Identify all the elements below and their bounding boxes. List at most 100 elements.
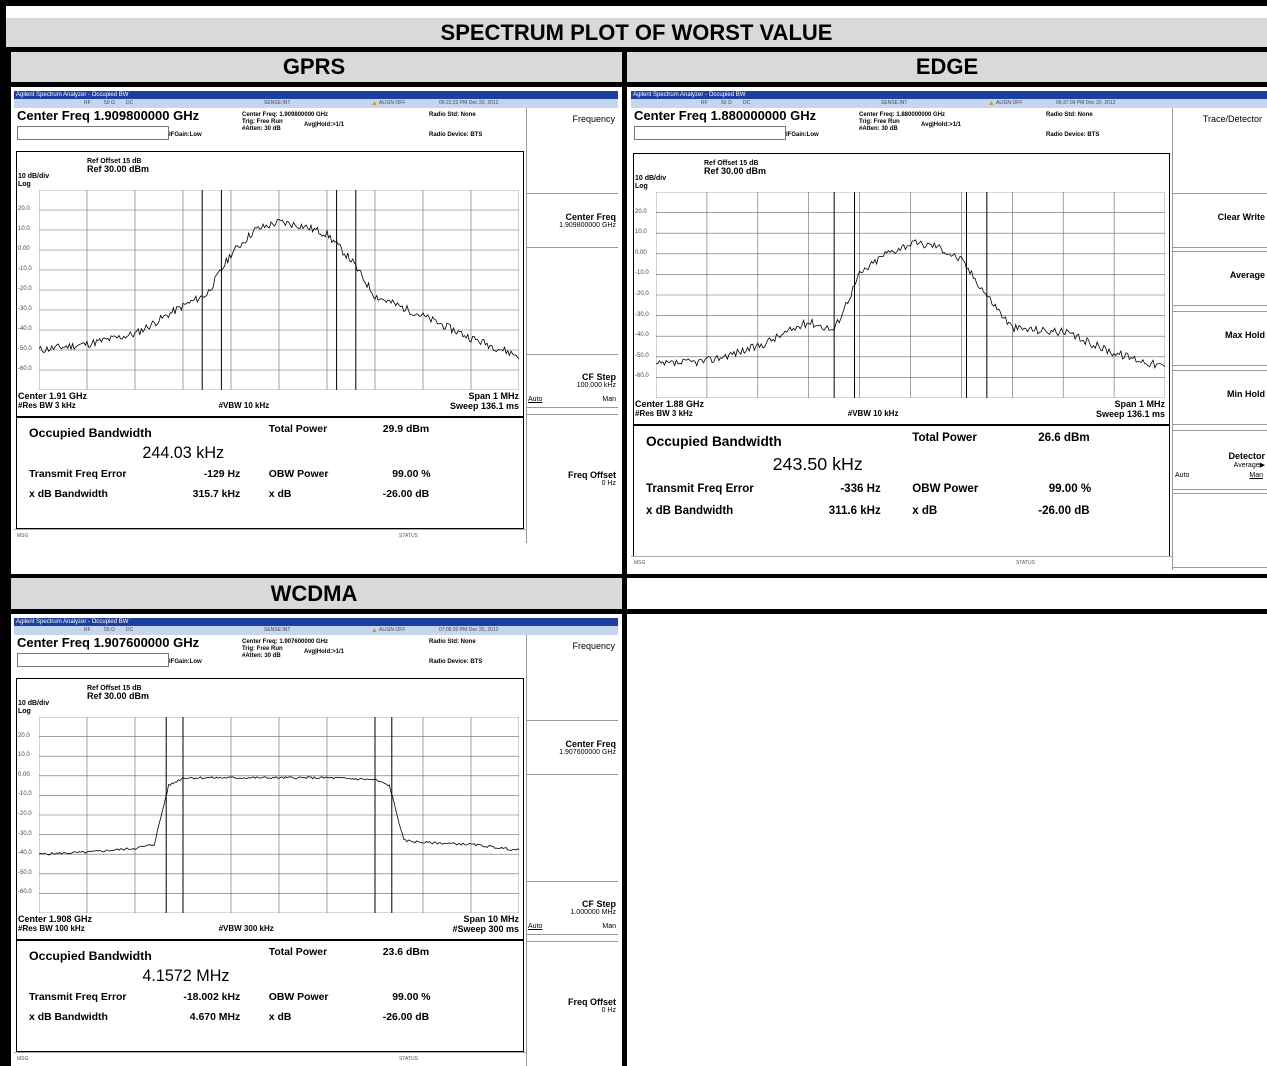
sense-label: SENSE:INT <box>264 100 291 106</box>
freq-offset-softkey-value: 0 Hz <box>601 480 616 487</box>
total-power-value: 29.9 dBm <box>382 423 430 435</box>
radio-std-label: Radio Std: None <box>429 112 476 118</box>
y-tick-label: -20.0 <box>18 286 32 292</box>
divider <box>6 52 11 1066</box>
man-option[interactable]: Man <box>1249 472 1263 479</box>
spectrum-graph <box>39 717 519 913</box>
table-title: SPECTRUM PLOT OF WORST VALUE <box>6 18 1267 47</box>
center-freq-softkey[interactable]: Center Freq 1.907600000 GHz <box>527 720 618 775</box>
ifgain-label: IFGain:Low <box>169 132 202 138</box>
y-tick-label: 10.0 <box>18 752 30 759</box>
y-tick-label: -40.0 <box>635 332 649 339</box>
divider <box>6 609 1267 614</box>
center-freq-softkey[interactable]: Center Freq 1.909800000 GHz <box>527 193 618 248</box>
clear-write-softkey[interactable]: Clear Write <box>1173 193 1267 248</box>
radio-device-label: Radio Device: BTS <box>429 132 483 138</box>
divider <box>6 574 1267 578</box>
status-label: STATUS <box>399 1056 418 1062</box>
softkey-menu: Frequency Center Freq 1.909800000 GHz CF St… <box>526 108 618 543</box>
auto-option[interactable]: Auto <box>1175 472 1190 479</box>
vbw-label: #VBW 300 kHz <box>218 924 274 933</box>
detector-softkey[interactable]: Detector Average▶ Auto Man <box>1173 430 1267 490</box>
occ-bw-label: Occupied Bandwidth <box>646 434 782 450</box>
tfe-value: -18.002 kHz <box>183 992 241 1004</box>
blank-softkey[interactable] <box>1173 493 1267 568</box>
y-tick-label: -30.0 <box>635 311 649 318</box>
tfe-label: Transmit Freq Error <box>29 992 127 1004</box>
obw-power-label: OBW Power <box>268 992 329 1004</box>
center-freq-softkey-label: Center Freq <box>565 211 616 222</box>
center-freq-readout[interactable]: Center Freq 1.880000000 GHz <box>634 108 817 123</box>
total-power-label: Total Power <box>268 423 328 435</box>
graticule <box>656 192 1165 398</box>
min-hold-softkey[interactable]: Min Hold <box>1173 370 1267 425</box>
trig-label: Trig: Free Run <box>859 119 900 125</box>
res-bw-label: #Res BW 3 kHz <box>635 409 693 418</box>
y-tick-label: -10.0 <box>18 266 32 272</box>
cf-step-softkey[interactable]: CF Step 1.000000 MHz Auto Man <box>527 881 618 935</box>
y-tick-label: -30.0 <box>18 306 32 312</box>
y-tick-label: -60.0 <box>635 373 649 380</box>
y-tick-label: -30.0 <box>18 830 32 837</box>
vbw-label: #VBW 10 kHz <box>218 401 270 410</box>
occ-bw-value: 243.50 kHz <box>772 454 863 475</box>
y-tick-label: -10.0 <box>18 791 32 798</box>
center-label: Center 1.91 GHz <box>18 391 88 401</box>
menu-title: Trace/Detector <box>1202 114 1262 124</box>
trig-label: Trig: Free Run <box>242 119 283 125</box>
y-tick-label: -50.0 <box>18 869 32 876</box>
xdb-bw-label: x dB Bandwidth <box>29 489 108 501</box>
status-bar: MSG STATUS <box>14 529 618 543</box>
timestamp: 06:37:09 PM Dec 20, 2012 <box>1056 100 1116 106</box>
y-tick-label: -50.0 <box>18 346 32 352</box>
span-label: Span 1 MHz <box>468 391 519 401</box>
entry-field[interactable] <box>634 126 786 140</box>
man-option[interactable]: Man <box>602 923 616 930</box>
occ-bw-label: Occupied Bandwidth <box>29 425 152 440</box>
window-title: Agilent Spectrum Analyzer - Occupied BW <box>14 91 618 99</box>
freq-offset-softkey[interactable]: Freq Offset 0 Hz <box>527 941 618 1066</box>
align-label: ALIGN OFF <box>379 100 406 106</box>
average-softkey[interactable]: Average <box>1173 251 1267 306</box>
status-label: STATUS <box>399 533 418 539</box>
center-freq-small: Center Freq: 1.907600000 GHz <box>242 639 329 645</box>
rf-label: RF <box>701 100 708 106</box>
detector-softkey-label: Detector <box>1228 451 1265 461</box>
status-bar: MSG STATUS <box>631 556 1267 570</box>
ohm-label: 50 Ω <box>104 627 115 633</box>
ref-level: Ref 30.00 dBm <box>87 691 150 701</box>
dc-label: DC <box>126 627 134 633</box>
center-freq-softkey-value: 1.909800000 GHz <box>559 221 616 229</box>
auto-option[interactable]: Auto <box>528 396 543 403</box>
average-softkey-label: Average <box>1229 269 1265 280</box>
total-power-label: Total Power <box>912 432 977 445</box>
center-freq-readout[interactable]: Center Freq 1.909800000 GHz <box>17 108 200 123</box>
graticule <box>39 717 519 913</box>
cf-step-softkey-value: 100.000 kHz <box>576 382 616 389</box>
y-tick-label: 20.0 <box>18 732 30 739</box>
cf-step-softkey[interactable]: CF Step 100.000 kHz Auto Man <box>527 354 618 408</box>
center-freq-readout[interactable]: Center Freq 1.907600000 GHz <box>17 635 200 650</box>
man-option[interactable]: Man <box>602 396 616 403</box>
entry-field[interactable] <box>17 653 169 667</box>
msg-label: MSG <box>634 560 646 566</box>
scale-label: 10 dB/div <box>18 700 50 707</box>
freq-offset-softkey[interactable]: Freq Offset 0 Hz <box>527 414 618 543</box>
tfe-value: -129 Hz <box>203 469 241 481</box>
entry-field[interactable] <box>17 126 169 140</box>
sense-label: SENSE:INT <box>881 100 908 106</box>
graticule <box>39 190 519 390</box>
measurement-panel: Occupied Bandwidth 244.03 kHz Total Power 2… <box>16 417 524 529</box>
spectrum-trace <box>39 776 519 856</box>
scale-label: 10 dB/div <box>18 173 50 180</box>
max-hold-softkey-label: Max Hold <box>1224 329 1265 340</box>
auto-option[interactable]: Auto <box>528 923 543 930</box>
align-label: ALIGN OFF <box>996 100 1023 106</box>
trig-label: Trig: Free Run <box>242 646 283 652</box>
sweep-label: #Sweep 300 ms <box>452 924 519 934</box>
status-label: STATUS <box>1016 560 1035 566</box>
max-hold-softkey[interactable]: Max Hold <box>1173 311 1267 366</box>
xdb-bw-value: 311.6 kHz <box>828 504 881 517</box>
xdb-label: x dB <box>268 489 292 501</box>
